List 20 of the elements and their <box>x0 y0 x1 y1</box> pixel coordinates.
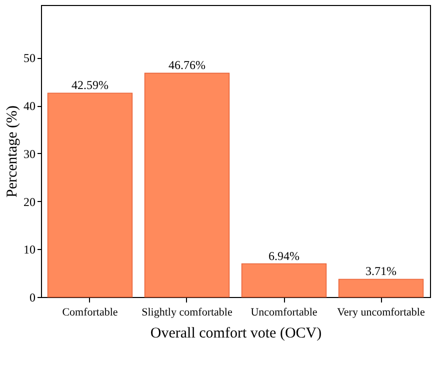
data-label: 42.59% <box>71 78 108 92</box>
x-axis-title: Overall comfort vote (OCV) <box>150 326 322 342</box>
y-tick-label: 20 <box>24 194 36 209</box>
bar <box>241 263 327 298</box>
y-tick-label: 30 <box>24 146 36 161</box>
data-label: 46.76% <box>168 58 206 72</box>
data-label: 6.94% <box>268 248 300 263</box>
x-tick-label: Slightly comfortable <box>142 306 232 318</box>
y-tick-label: 0 <box>30 290 36 304</box>
y-axis-title: Percentage (%) <box>4 105 20 198</box>
bar <box>338 278 424 298</box>
bar <box>47 92 133 298</box>
data-label: 3.71% <box>366 264 397 278</box>
x-tick-label: Very uncomfortable <box>337 306 425 318</box>
x-tick-label: Comfortable <box>62 306 118 318</box>
y-tick-label: 50 <box>24 51 36 66</box>
x-tick-label: Uncomfortable <box>250 306 318 318</box>
y-tick-label: 10 <box>24 242 36 257</box>
bar <box>144 72 230 298</box>
y-tick-label: 40 <box>24 99 36 114</box>
